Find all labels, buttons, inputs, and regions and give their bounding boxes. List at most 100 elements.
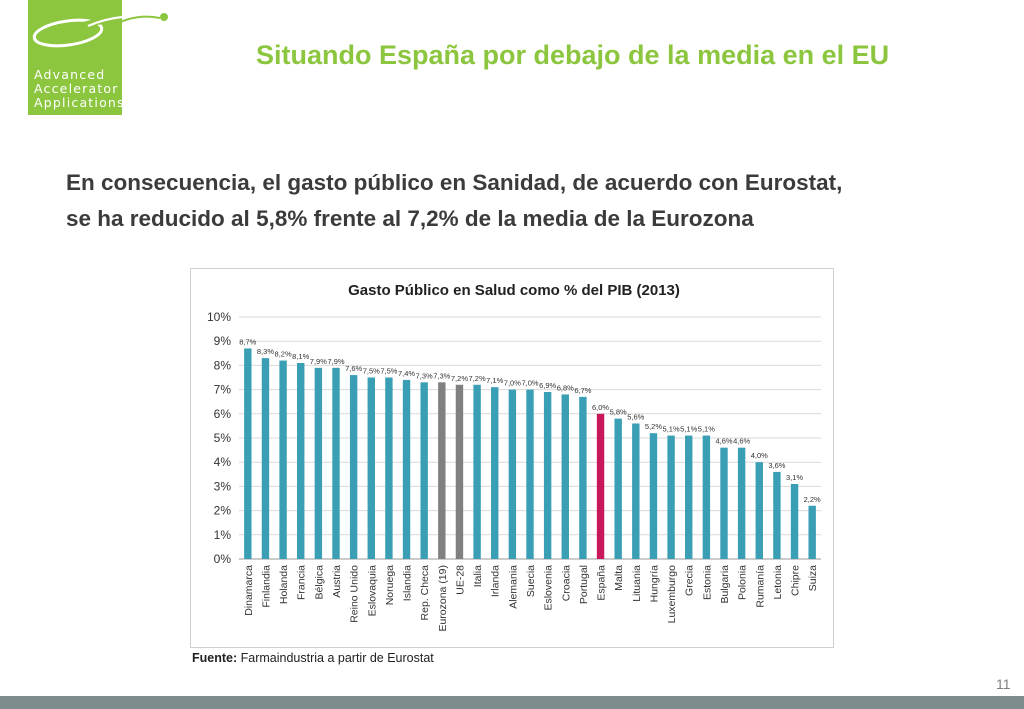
x-tick-label: Italia <box>472 565 484 587</box>
bar <box>755 462 763 559</box>
x-tick-label: Grecia <box>684 565 696 596</box>
x-tick-label: Croacia <box>560 565 572 601</box>
bar <box>543 392 552 559</box>
x-tick-label: Luxemburgo <box>666 565 678 624</box>
data-label: 5,1% <box>698 425 715 434</box>
headline-line-2: se ha reducido al 5,8% frente al 7,2% de… <box>66 206 754 231</box>
x-tick-label: Eslovaquia <box>366 565 378 617</box>
x-tick-label: Polonia <box>737 565 749 600</box>
x-tick-label: Rumanía <box>754 565 766 608</box>
bar <box>526 389 534 559</box>
bar <box>349 375 358 559</box>
data-label: 7,1% <box>486 376 503 385</box>
data-label: 4,6% <box>715 437 732 446</box>
bar <box>632 423 640 559</box>
bar <box>473 384 481 559</box>
bar <box>685 435 693 559</box>
data-label: 7,9% <box>310 357 327 366</box>
x-tick-label: Finlandia <box>260 565 272 608</box>
x-tick-label: Chipre <box>790 565 802 596</box>
data-label: 7,9% <box>327 357 344 366</box>
y-tick-label: 9% <box>214 334 232 348</box>
y-tick-label: 0% <box>214 552 232 566</box>
data-label: 7,2% <box>469 374 486 383</box>
bar <box>614 418 622 559</box>
bar-chart: Gasto Público en Salud como % del PIB (2… <box>207 282 821 632</box>
x-tick-label: Portugal <box>578 565 590 604</box>
data-label: 7,3% <box>433 371 450 380</box>
data-label: 7,0% <box>504 379 521 388</box>
bar <box>667 435 675 559</box>
x-tick-label: Holanda <box>278 565 290 604</box>
x-tick-label: Francia <box>296 565 308 600</box>
y-tick-label: 10% <box>207 310 231 324</box>
bar <box>561 394 569 559</box>
chart-frame: Gasto Público en Salud como % del PIB (2… <box>190 268 834 648</box>
data-label: 7,6% <box>345 364 362 373</box>
x-tick-label: Reino Unido <box>349 565 361 623</box>
data-label: 5,1% <box>663 425 680 434</box>
x-tick-label: Eurozona (19) <box>437 565 449 632</box>
logo-line-1: Advanced <box>34 67 106 82</box>
bar <box>279 360 287 559</box>
y-tick-label: 3% <box>214 479 232 493</box>
x-tick-label: Eslovenia <box>543 565 555 611</box>
data-label: 5,6% <box>627 412 644 421</box>
bar <box>508 389 517 559</box>
y-tick-label: 2% <box>214 504 232 518</box>
bar <box>385 377 393 559</box>
data-label: 6,0% <box>592 403 609 412</box>
x-tick-label: UE-28 <box>454 565 466 595</box>
bar <box>720 447 728 559</box>
x-tick-label: Letonia <box>772 565 784 600</box>
data-label: 6,9% <box>539 381 556 390</box>
bar <box>491 387 499 559</box>
data-label: 6,8% <box>557 383 574 392</box>
x-tick-label: Islandia <box>402 565 414 601</box>
company-logo: Advanced Accelerator Applications <box>28 0 125 115</box>
data-label: 3,1% <box>786 473 803 482</box>
bar <box>332 367 340 559</box>
footer-bar <box>0 696 1024 709</box>
bar <box>649 433 658 559</box>
x-tick-label: Bélgica <box>313 565 325 600</box>
x-tick-label: Rep. Checa <box>419 565 431 621</box>
logo-line-2: Accelerator <box>34 81 119 96</box>
y-tick-label: 8% <box>214 358 232 372</box>
data-label: 2,2% <box>804 495 821 504</box>
bar <box>402 379 411 559</box>
bar <box>790 483 799 559</box>
page-number: 11 <box>996 676 1011 692</box>
x-tick-label: Bulgaria <box>719 565 731 604</box>
y-tick-label: 4% <box>214 455 232 469</box>
bar <box>702 435 711 559</box>
headline: En consecuencia, el gasto público en San… <box>66 165 966 237</box>
data-label: 8,1% <box>292 352 309 361</box>
x-tick-label: Estonia <box>701 565 713 600</box>
data-label: 4,6% <box>733 437 750 446</box>
x-tick-label: Irlanda <box>490 565 502 597</box>
data-label: 8,2% <box>275 350 292 359</box>
bar <box>737 447 746 559</box>
headline-line-1: En consecuencia, el gasto público en San… <box>66 170 843 195</box>
x-tick-label: Hungría <box>648 565 660 603</box>
y-tick-label: 5% <box>214 431 232 445</box>
bar <box>773 471 781 559</box>
logo-line-3: Applications <box>34 95 125 110</box>
bar <box>244 348 252 559</box>
data-label: 5,1% <box>680 425 697 434</box>
x-tick-label: España <box>596 565 608 601</box>
data-label: 8,3% <box>257 347 274 356</box>
bar <box>420 382 428 559</box>
x-tick-label: Suiza <box>807 565 819 591</box>
logo-wordmark: Advanced Accelerator Applications <box>34 68 125 110</box>
data-label: 7,4% <box>398 369 415 378</box>
x-tick-label: Malta <box>613 565 625 591</box>
x-tick-label: Austria <box>331 565 343 598</box>
y-tick-label: 7% <box>214 383 232 397</box>
y-tick-label: 6% <box>214 407 232 421</box>
bar <box>596 413 605 559</box>
source-label: Fuente: <box>192 651 238 665</box>
x-tick-label: Noruega <box>384 565 396 605</box>
logo-swoosh-icon <box>32 15 122 48</box>
